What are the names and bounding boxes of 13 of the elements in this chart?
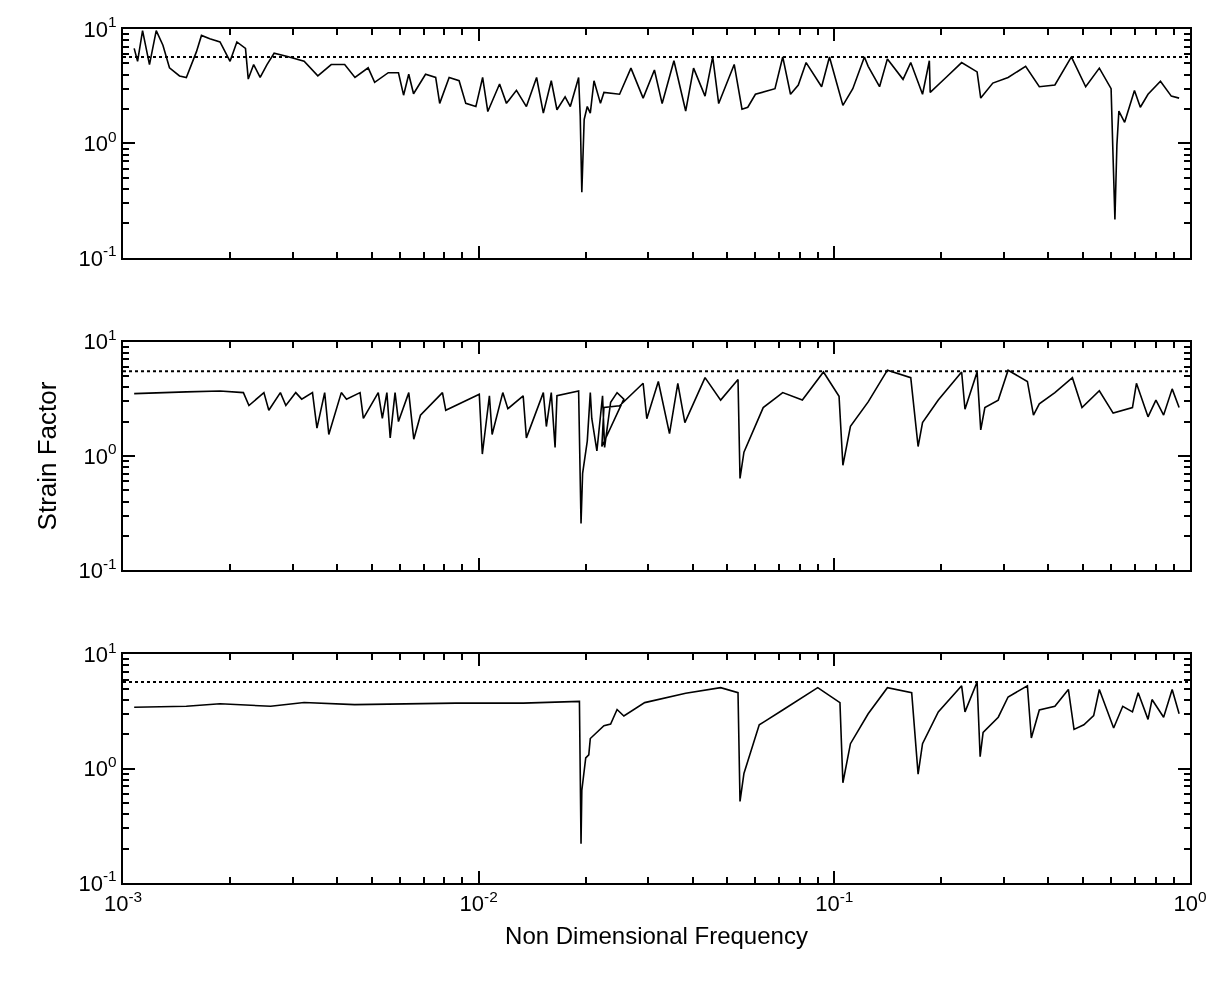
y-tick-label: 10$^{0}$ [83, 127, 117, 157]
y-tick-label: 10$^{0}$ [83, 753, 117, 782]
y-tick-label: 10$^{1}$ [83, 326, 117, 355]
x-tick-label: 10$^{0}$ [1173, 888, 1207, 917]
y-tick-label: 10$^{-1}$ [78, 242, 117, 271]
y-tick-label: 10$^{1}$ [83, 13, 117, 42]
x-tick-label: 10$^{-2}$ [459, 888, 498, 917]
y-tick-label: 10$^{1}$ [83, 638, 117, 667]
x-tick-label: 10$^{-1}$ [815, 888, 854, 917]
y-tick-label: 10$^{-1}$ [78, 554, 117, 584]
y-tick-label: 10$^{0}$ [83, 440, 117, 469]
y-axis-title: Strain Factor [32, 381, 63, 531]
x-axis-title: Non Dimensional Frequency [505, 922, 808, 950]
